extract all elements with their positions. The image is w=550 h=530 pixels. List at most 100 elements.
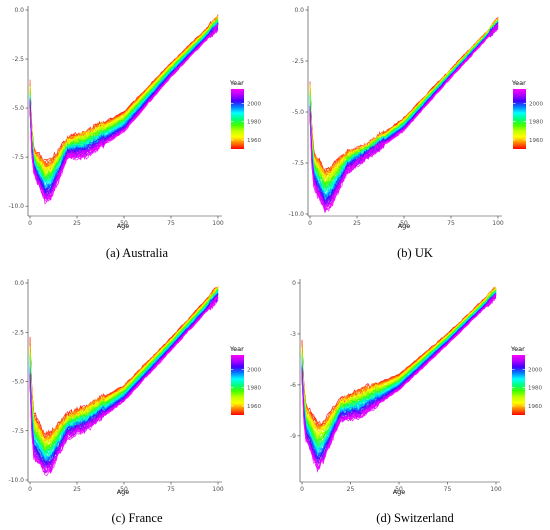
x-tick-label: 75 — [167, 486, 175, 493]
panel-a: 0 25 50 75 100 0.0 -2.5 -5.0 -7.5 -10.0 Age Year 2… — [8, 6, 261, 260]
series-line-1952 — [301, 288, 497, 427]
series-line-1952 — [309, 16, 499, 173]
series-line-1952 — [29, 287, 219, 441]
series-line-1957 — [29, 15, 219, 171]
series-line-1981 — [301, 289, 497, 450]
legend-tick-label: 1960 — [247, 138, 261, 144]
series-line-1954 — [301, 289, 497, 429]
panel-b-axes: 0 25 50 75 100 0.0 -2.5 -5.0 -7.5 -10.0 — [288, 6, 504, 227]
panel-c-caption: (c) France — [111, 511, 162, 525]
y-tick-label: 0 — [292, 280, 296, 287]
x-tick-label: 75 — [447, 220, 455, 227]
x-tick-label: 100 — [490, 486, 502, 493]
series-line-1963 — [29, 19, 219, 170]
y-tick-label: -5.0 — [12, 105, 24, 112]
panel-d: 0 25 50 75 100 0 -3 -6 -9 Age Year 2000 1980 1960 (… — [290, 279, 542, 525]
legend-tick-label: 2000 — [247, 102, 261, 108]
panel-c: 0 25 50 75 100 0.0 -2.5 -5.0 -7.5 -10.0 Age Year 2… — [8, 279, 261, 525]
series-line-1956 — [301, 289, 497, 431]
series-line-1960 — [29, 15, 219, 172]
series-line-1950 — [29, 16, 219, 167]
series-line-1958 — [29, 18, 219, 171]
x-tick-label: 0 — [308, 220, 312, 227]
panel-b-caption: (b) UK — [397, 246, 433, 260]
series-line-1950 — [29, 287, 219, 439]
legend-tick-label: 1980 — [528, 386, 542, 392]
series-line-1978 — [301, 290, 497, 447]
y-tick-label: -5.0 — [12, 379, 24, 386]
series-line-1981 — [309, 22, 499, 191]
series-line-1970 — [29, 18, 219, 176]
legend-title: Year — [229, 79, 244, 87]
x-tick-label: 25 — [73, 220, 81, 227]
legend-title: Year — [511, 79, 526, 87]
legend-tick-label: 1960 — [529, 138, 543, 144]
series-line-1980 — [309, 21, 499, 192]
series-line-1956 — [29, 287, 219, 445]
series-line-1950 — [301, 287, 497, 428]
panel-d-legend: Year 2000 1980 1960 — [510, 345, 542, 415]
series-line-1961 — [29, 287, 219, 441]
series-line-1962 — [29, 16, 219, 172]
series-line-2016 — [29, 296, 219, 477]
y-tick-label: -3 — [290, 331, 296, 338]
panel-a-xlabel: Age — [117, 222, 130, 230]
y-tick-label: -2.5 — [12, 329, 24, 336]
series-line-1952 — [29, 17, 219, 167]
series-line-1955 — [301, 288, 497, 430]
panel-d-xlabel: Age — [393, 488, 406, 496]
series-line-2016 — [309, 28, 499, 212]
panel-c-label: (c) — [111, 511, 125, 525]
panel-c-caption-text: France — [128, 511, 162, 525]
panel-a-legend: Year 2000 1980 1960 — [229, 79, 261, 149]
series-line-1957 — [309, 17, 499, 179]
legend-tick-label: 2000 — [529, 102, 543, 108]
legend-tick-label: 1980 — [247, 120, 261, 126]
panel-b-legend: Year 2000 1980 1960 — [511, 79, 543, 149]
x-tick-label: 0 — [28, 486, 32, 493]
series-line-1953 — [309, 19, 499, 177]
series-line-1957 — [29, 286, 219, 441]
series-line-1959 — [29, 17, 219, 173]
y-tick-label: 0.0 — [14, 280, 24, 287]
series-line-1957 — [301, 288, 497, 431]
legend-tick-label: 1980 — [529, 120, 543, 126]
series-line-1958 — [309, 20, 499, 180]
panel-b-xlabel: Age — [398, 222, 411, 230]
series-line-1963 — [29, 289, 219, 445]
x-tick-label: 75 — [167, 220, 175, 227]
series-line-1959 — [29, 286, 219, 445]
series-line-1953 — [29, 287, 219, 439]
x-tick-label: 25 — [73, 486, 81, 493]
panel-a-lines — [29, 14, 219, 205]
x-tick-label: 75 — [444, 486, 452, 493]
series-line-1954 — [309, 18, 499, 175]
series-line-1964 — [309, 21, 499, 179]
y-tick-label: -2.5 — [12, 56, 24, 63]
x-tick-label: 0 — [28, 220, 32, 227]
y-tick-label: -2.5 — [292, 58, 304, 65]
series-line-1973 — [29, 288, 219, 450]
series-line-1962 — [309, 22, 499, 179]
panel-b: 0 25 50 75 100 0.0 -2.5 -5.0 -7.5 -10.0 Age Year 2… — [288, 6, 543, 260]
x-tick-label: 50 — [120, 486, 128, 493]
panel-c-axes: 0 25 50 75 100 0.0 -2.5 -5.0 -7.5 -10.0 — [8, 279, 224, 493]
legend-tick-label: 1980 — [247, 386, 261, 392]
series-line-1953 — [29, 15, 219, 169]
series-line-2016 — [29, 28, 219, 205]
series-line-1955 — [29, 17, 219, 170]
series-line-1953 — [301, 287, 497, 431]
y-tick-label: -7.5 — [12, 428, 24, 435]
panel-a-axes: 0 25 50 75 100 0.0 -2.5 -5.0 -7.5 -10.0 — [8, 6, 224, 227]
series-line-2015 — [29, 24, 219, 199]
y-tick-label: -10.0 — [8, 477, 24, 484]
x-tick-label: 50 — [120, 220, 128, 227]
series-line-1959 — [301, 287, 497, 432]
series-line-1956 — [309, 19, 499, 175]
x-tick-label: 50 — [395, 486, 403, 493]
series-line-1958 — [301, 288, 497, 430]
panel-d-caption-text: Switzerland — [394, 511, 454, 525]
panel-b-caption-text: UK — [415, 246, 433, 260]
series-line-1969 — [29, 289, 219, 449]
